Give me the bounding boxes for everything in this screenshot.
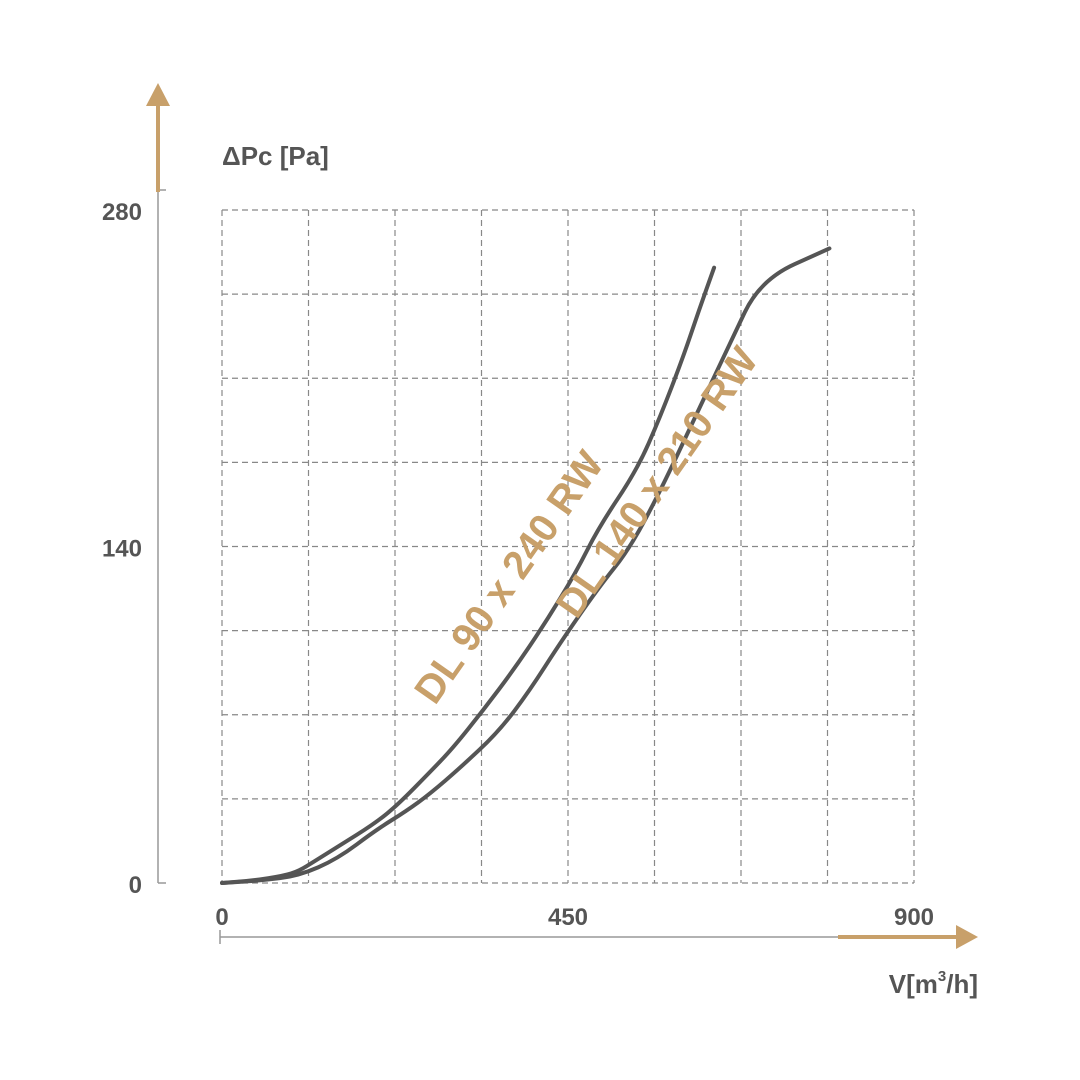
x-axis-label-end: /h]: [946, 969, 978, 999]
y-axis-arrow-head: [146, 83, 170, 106]
x-tick-label: 450: [548, 904, 588, 931]
x-axis-label-sup: 3: [938, 968, 946, 985]
y-tick-label: 140: [102, 536, 142, 563]
x-axis-label: V[m3/h]: [889, 968, 978, 999]
y-axis: [146, 83, 170, 884]
y-axis-label: ΔPc [Pa]: [222, 141, 329, 171]
x-tick-label: 900: [894, 904, 934, 931]
tick-labels: 0 140 280 0 450 900: [102, 199, 934, 931]
series-line-2: [220, 246, 832, 885]
x-tick-label: 0: [215, 904, 228, 931]
x-axis-arrow-head: [956, 925, 978, 949]
series-line-1: [220, 265, 717, 885]
y-tick-label: 280: [102, 199, 142, 226]
x-axis-label-main: V[m: [889, 969, 938, 999]
grid: [221, 209, 915, 884]
y-tick-label: 0: [129, 872, 142, 899]
x-axis: [219, 925, 978, 949]
